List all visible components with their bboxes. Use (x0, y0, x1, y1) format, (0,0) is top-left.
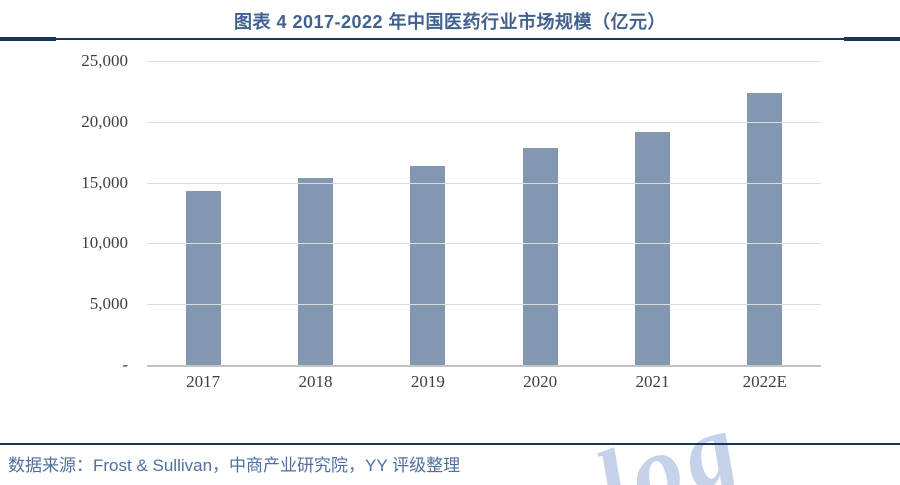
chart-title: 图表 4 2017-2022 年中国医药行业市场规模（亿元） (233, 12, 667, 32)
footer-rule (0, 443, 900, 445)
background-watermark: log (581, 388, 757, 485)
bar-slot-2022E (709, 61, 821, 365)
gridline-20000 (147, 121, 821, 123)
gridline-5000 (147, 304, 821, 306)
bar-2017 (185, 191, 221, 365)
header-rule-left-cap (0, 37, 56, 41)
bar-slot-2021 (596, 61, 708, 365)
bar-2022E (747, 93, 783, 365)
x-tick-label-2017: 2017 (186, 372, 221, 391)
bar-2020 (522, 147, 558, 365)
bar-2018 (297, 178, 333, 365)
y-tick-label-25000: 25,000 (81, 51, 128, 70)
x-tick-label-2018: 2018 (298, 372, 333, 391)
x-tick-label-2020: 2020 (523, 372, 558, 391)
bar-slot-2017 (147, 61, 259, 365)
bar-series (147, 61, 821, 365)
y-tick-label-20000: 20,000 (81, 111, 128, 131)
y-tick-label-0: - (122, 355, 128, 374)
y-tick-label-5000: 5,000 (89, 294, 128, 314)
x-tick-label-2019: 2019 (410, 372, 445, 391)
bar-slot-2018 (259, 61, 371, 365)
data-source-note: 数据来源：Frost & Sullivan，中商产业研究院，YY 评级整理 (8, 456, 461, 475)
gridline-10000 (147, 243, 821, 245)
y-axis: - 5,000 10,000 15,000 20,000 25,000 (0, 0, 147, 485)
plot-area (147, 61, 821, 367)
bar-slot-2020 (484, 61, 596, 365)
bar-slot-2019 (372, 61, 484, 365)
x-tick-label-2021: 2021 (635, 372, 670, 391)
gridline-25000 (147, 61, 821, 62)
x-axis: 2017 2018 2019 2020 2021 2022E (147, 372, 821, 392)
bar-2021 (634, 132, 670, 365)
y-tick-label-10000: 10,000 (81, 233, 128, 253)
gridline-15000 (147, 182, 821, 184)
bar-2019 (410, 166, 446, 365)
header-rule-right-cap (844, 37, 900, 41)
header-rule (0, 38, 900, 40)
x-tick-label-2022E: 2022E (742, 372, 787, 391)
y-tick-label-15000: 15,000 (81, 172, 128, 192)
